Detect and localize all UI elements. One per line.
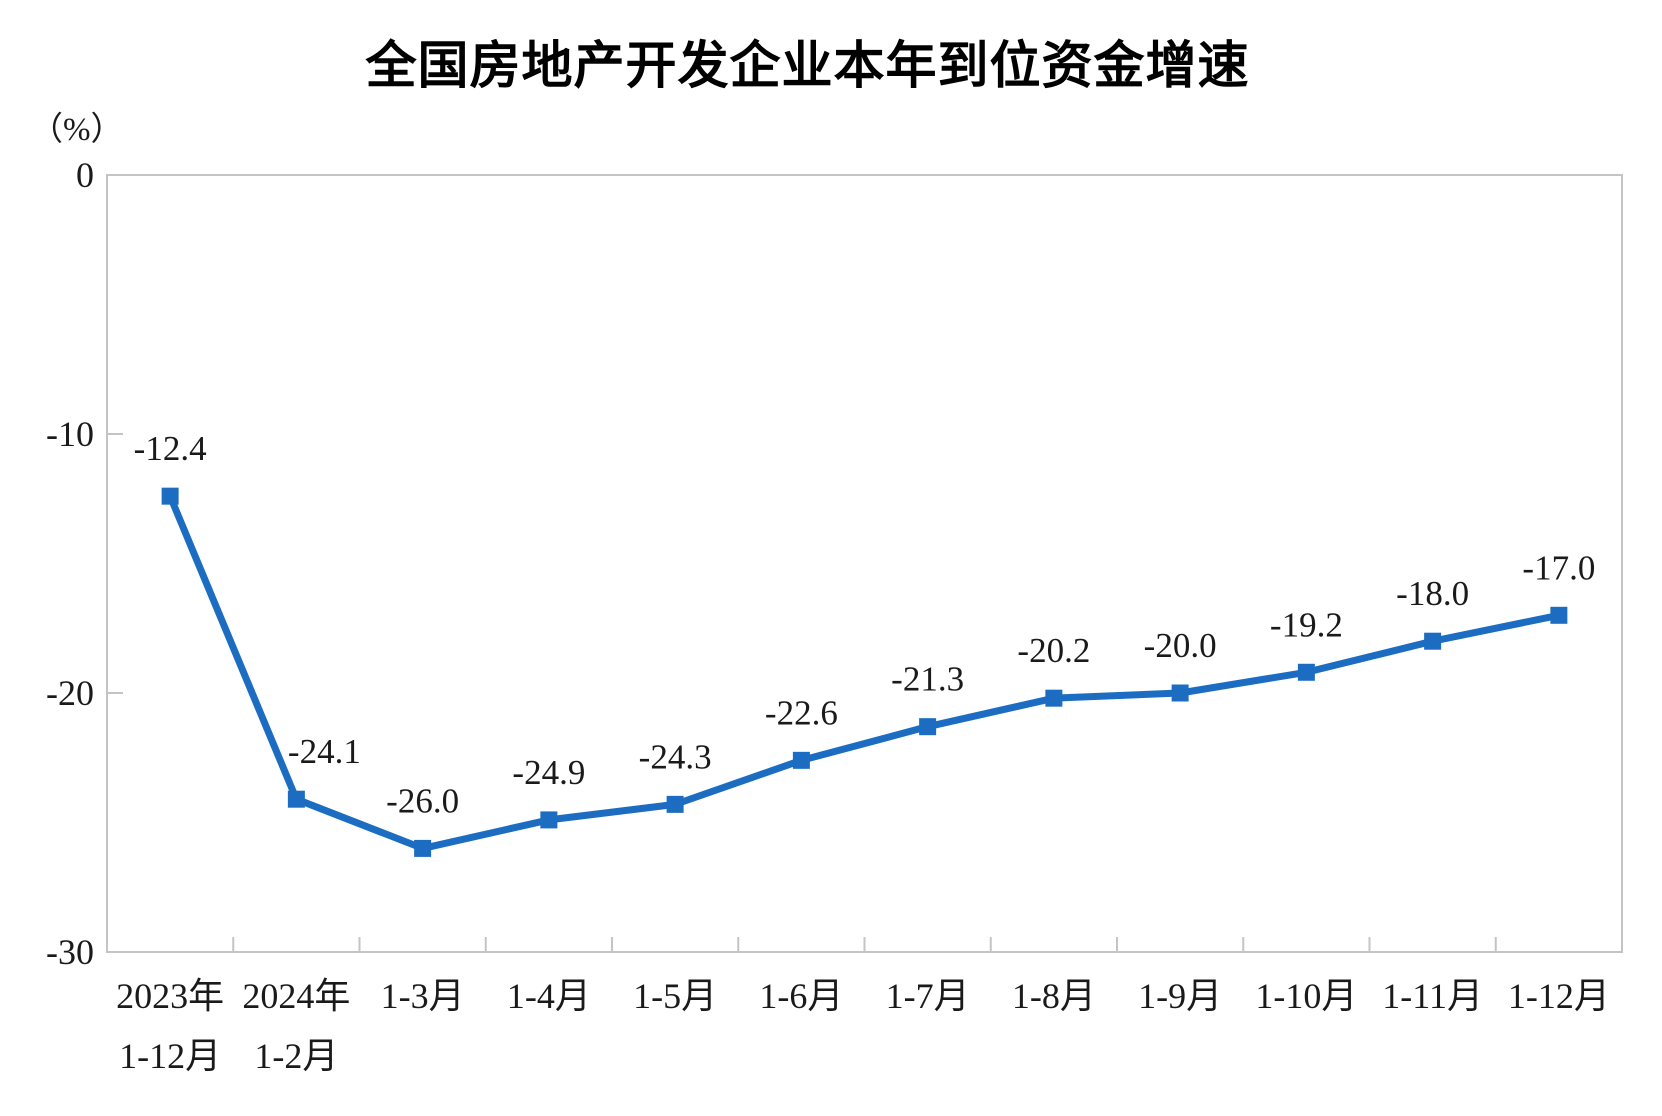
data-point-label: -17.0 bbox=[1522, 548, 1595, 587]
data-point-marker bbox=[792, 751, 810, 769]
x-axis-category-label: 1-12月 bbox=[1508, 976, 1610, 1016]
chart-title: 全国房地产开发企业本年到位资金增速 bbox=[365, 37, 1250, 94]
plot-border bbox=[106, 174, 1623, 953]
data-point-marker bbox=[1297, 663, 1315, 681]
y-axis-unit-label: （%） bbox=[30, 112, 124, 148]
data-point-marker bbox=[919, 718, 937, 736]
data-point-marker bbox=[1550, 606, 1568, 624]
x-axis-category-label: 1-10月 bbox=[1255, 976, 1357, 1016]
x-axis-category-label: 1-9月 bbox=[1138, 976, 1222, 1016]
series-line bbox=[166, 492, 1563, 852]
x-axis-category-label: 1-5月 bbox=[633, 976, 717, 1016]
data-point-label: -26.0 bbox=[386, 781, 459, 820]
x-axis-category-label: 1-12月 bbox=[119, 1036, 221, 1076]
data-point-label: -12.4 bbox=[134, 429, 207, 468]
data-point-label: -20.2 bbox=[1017, 631, 1090, 670]
data-point-marker bbox=[540, 811, 558, 829]
data-point-label: -24.3 bbox=[639, 737, 712, 776]
x-axis-category-label: 1-3月 bbox=[381, 976, 465, 1016]
data-point-label: -22.6 bbox=[765, 693, 838, 732]
data-point-marker bbox=[414, 839, 432, 857]
data-point-label: -24.1 bbox=[288, 732, 361, 771]
data-point-marker bbox=[287, 790, 305, 808]
x-axis-category-label: 1-8月 bbox=[1012, 976, 1096, 1016]
data-point-marker bbox=[1424, 632, 1442, 650]
y-axis-tick-label: -10 bbox=[46, 414, 94, 454]
data-point-marker bbox=[1045, 689, 1063, 707]
x-axis-category-label: 1-4月 bbox=[507, 976, 591, 1016]
data-point-label: -24.9 bbox=[512, 753, 585, 792]
data-point-label: -18.0 bbox=[1396, 574, 1469, 613]
y-axis-tick-label: 0 bbox=[76, 155, 94, 195]
x-axis-category-label: 1-2月 bbox=[254, 1036, 338, 1076]
data-point-marker bbox=[666, 795, 684, 813]
x-axis-category-label: 2023年 bbox=[116, 976, 224, 1016]
y-axis-tick-label: -30 bbox=[46, 932, 94, 972]
data-point-marker bbox=[1171, 684, 1189, 702]
x-axis-category-label: 1-11月 bbox=[1382, 976, 1483, 1016]
y-axis-tick-label: -20 bbox=[46, 673, 94, 713]
x-axis-category-label: 1-6月 bbox=[759, 976, 843, 1016]
data-point-label: -19.2 bbox=[1270, 605, 1343, 644]
data-point-label: -20.0 bbox=[1144, 626, 1217, 665]
data-point-label: -21.3 bbox=[891, 660, 964, 699]
x-axis-category-label: 2024年 bbox=[242, 976, 350, 1016]
data-point-marker bbox=[161, 487, 179, 505]
x-axis-category-label: 1-7月 bbox=[886, 976, 970, 1016]
